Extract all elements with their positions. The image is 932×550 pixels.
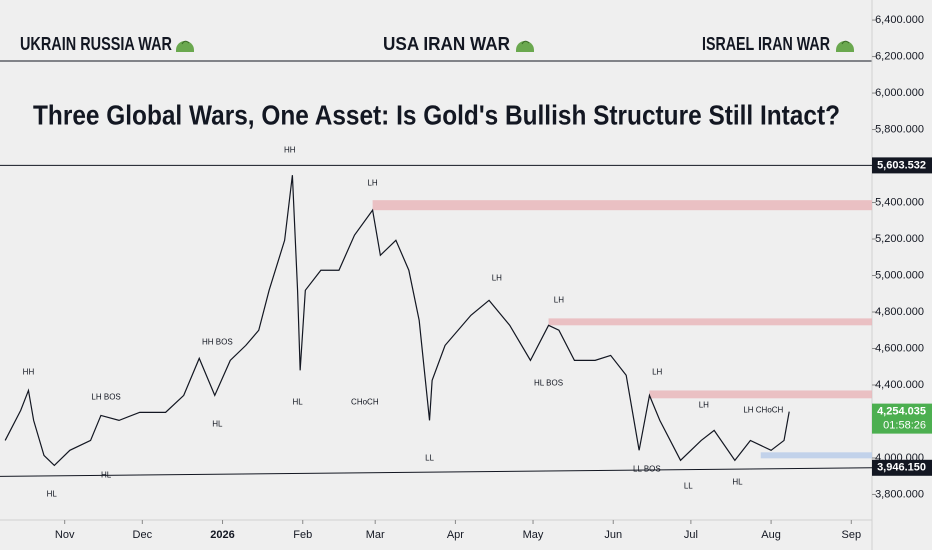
x-tick-label: Jul [684,529,698,541]
structure-label: LH [699,401,709,410]
y-tick-label: 3,800.000 [875,488,924,500]
structure-label: LH [492,273,502,282]
structure-label: HL [47,490,58,499]
price-tag-label: 5,603.532 [877,159,926,171]
structure-label: LH [367,178,377,187]
x-tick-label: Dec [133,529,153,541]
structure-label: HL [292,397,303,406]
structure-label: HL [101,471,112,480]
y-tick-label: 5,000.000 [875,269,924,281]
price-line [4,175,790,467]
structure-label: HL [732,478,743,487]
structure-label: LH BOS [91,392,120,401]
price-tag [872,459,932,476]
x-tick-label: Nov [55,529,75,541]
price-tag-label: 4,254.035 [877,406,926,418]
y-tick-label: 6,000.000 [875,87,924,99]
structure-label: LH [652,368,662,377]
y-tick-label: 6,400.000 [875,14,924,26]
structure-label: LL [684,482,693,491]
x-tick-label: 2026 [210,529,234,541]
structure-label: HH BOS [202,337,233,346]
structure-label: CHoCH [351,397,379,406]
supply-demand-zone [760,452,872,459]
headline: UKRAIN RUSSIA WAR [20,34,172,54]
x-tick-label: Aug [761,529,781,541]
x-tick-label: Jun [604,529,622,541]
support-line [0,467,873,477]
structure-label: LH [554,295,564,304]
y-tick-label: 6,200.000 [875,50,924,62]
price-tag [872,157,932,174]
y-tick-label: 4,600.000 [875,342,924,354]
structure-label: LH CHoCH [743,405,783,414]
x-tick-label: Mar [366,529,385,541]
countdown: 01:58:26 [883,420,926,432]
x-tick-label: Apr [447,529,464,541]
structure-label: HH [23,368,35,377]
price-tag [872,403,932,434]
supply-demand-zone [372,200,872,211]
x-tick-label: May [523,529,544,541]
plot-area: 3,800.0004,000.0004,200.0004,400.0004,60… [0,14,932,541]
headline: USA IRAN WAR [383,34,510,54]
y-tick-label: 4,800.000 [875,306,924,318]
structure-label: HH [284,145,296,154]
structure-label: HL BOS [534,378,563,387]
headline: ISRAEL IRAN WAR [702,34,830,54]
supply-demand-zone [548,318,872,326]
y-tick-label: 5,400.000 [875,196,924,208]
helmet-icon [176,40,194,52]
structure-label: HL [212,420,223,429]
structure-label: LL BOS [633,465,661,474]
y-tick-label: 4,400.000 [875,379,924,391]
structure-label: LL [425,453,434,462]
y-tick-label: 5,200.000 [875,233,924,245]
x-tick-label: Feb [293,529,312,541]
helmet-icon [836,40,854,52]
y-tick-label: 5,800.000 [875,123,924,135]
x-tick-label: Sep [842,529,862,541]
price-tag-label: 3,946.150 [877,462,926,474]
helmet-icon [516,40,534,52]
supply-demand-zone [649,390,872,399]
chart-title: Three Global Wars, One Asset: Is Gold's … [33,99,840,130]
